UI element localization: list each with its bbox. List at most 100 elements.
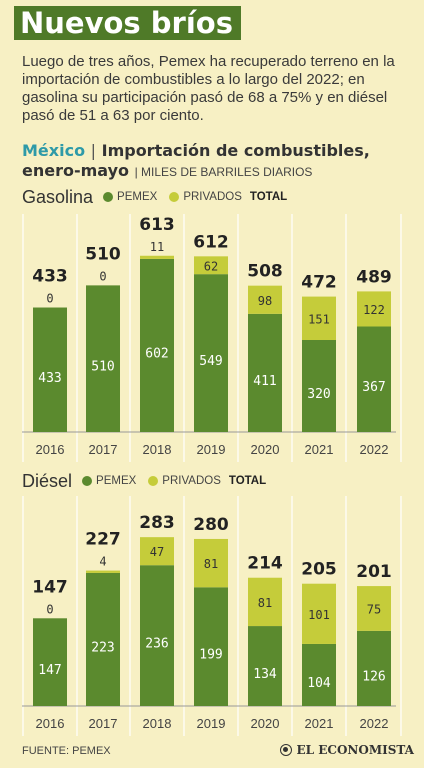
label-privados: 98 xyxy=(258,294,272,308)
bar-privados xyxy=(357,586,391,631)
bar-privados xyxy=(86,570,120,573)
tick-label-year: 2019 xyxy=(197,716,226,731)
bar-privados xyxy=(140,255,174,259)
chart-subtitle: México | Importación de combustibles, xyxy=(22,141,370,161)
bar-pemex xyxy=(357,630,391,706)
tick-label-year: 2020 xyxy=(251,716,280,731)
label-total: 472 xyxy=(301,273,337,293)
label-total: 205 xyxy=(301,560,337,580)
bar-privados xyxy=(248,285,282,314)
pemex-swatch xyxy=(103,192,114,202)
label-total: 508 xyxy=(247,262,283,282)
subtitle-separator: | xyxy=(90,141,97,160)
label-pemex: 549 xyxy=(199,354,222,369)
tick-label-year: 2017 xyxy=(89,716,118,731)
label-total: 283 xyxy=(139,513,175,533)
tick-label-year: 2019 xyxy=(197,442,226,457)
bar-pemex xyxy=(302,643,336,706)
bar-pemex xyxy=(86,285,120,432)
chart-subtitle-line2: enero-mayo | MILES DE BARRILES DIARIOS xyxy=(22,161,312,182)
intro-text: Luego de tres años, Pemex ha recuperado … xyxy=(22,53,395,124)
label-pemex: 147 xyxy=(38,663,61,678)
label-total: 612 xyxy=(193,232,229,252)
page-title: Nuevos bríos xyxy=(14,6,241,40)
label-privados: 0 xyxy=(46,292,53,306)
bar-pemex xyxy=(194,274,228,432)
label-privados: 62 xyxy=(204,259,218,273)
label-total: 201 xyxy=(356,562,392,582)
label-privados: 0 xyxy=(46,602,53,616)
bar-pemex xyxy=(140,565,174,706)
label-total: 214 xyxy=(247,554,283,574)
label-pemex: 236 xyxy=(145,637,168,652)
bar-privados xyxy=(194,256,228,275)
legend-privados: PRIVADOS xyxy=(183,191,242,203)
bar-pemex xyxy=(357,326,391,432)
label-total: 147 xyxy=(32,577,68,597)
legend-privados: PRIVADOS xyxy=(162,475,221,487)
label-privados: 11 xyxy=(150,240,164,254)
tick-label-year: 2018 xyxy=(143,716,172,731)
privados-swatch xyxy=(169,192,180,202)
bar-pemex xyxy=(302,340,336,432)
bar-pemex xyxy=(140,258,174,432)
gasolina-chart: 433 0 433 2016 510 0 510 2017 602 11 613 2018 549 62 6… xyxy=(22,214,402,462)
subtitle-line2: enero-mayo xyxy=(22,161,130,180)
chart-name-gasolina: Gasolina xyxy=(22,186,94,207)
label-privados: 81 xyxy=(204,557,218,571)
label-privados: 101 xyxy=(308,608,330,622)
bar-pemex xyxy=(33,618,67,706)
diesel-chart: 147 0 147 2016 223 4 227 2017 236 47 283 2018 199 81 2… xyxy=(22,496,402,736)
bar-privados xyxy=(357,291,391,327)
legend-diesel: Diésel PEMEX PRIVADOS TOTAL xyxy=(22,470,266,492)
label-privados: 81 xyxy=(258,596,272,610)
brand-icon xyxy=(279,744,292,756)
label-pemex: 367 xyxy=(362,380,385,395)
label-privados: 4 xyxy=(99,555,106,569)
label-pemex: 199 xyxy=(199,648,222,663)
label-total: 489 xyxy=(356,267,392,287)
tick-label-year: 2016 xyxy=(36,716,65,731)
label-privados: 122 xyxy=(363,303,385,317)
tick-label-year: 2018 xyxy=(143,442,172,457)
bar-pemex xyxy=(248,313,282,432)
label-pemex: 126 xyxy=(362,669,385,684)
label-privados: 0 xyxy=(99,269,106,283)
label-privados: 151 xyxy=(308,312,330,326)
chart-name-diesel: Diésel xyxy=(22,470,73,491)
label-total: 433 xyxy=(32,267,68,287)
bar-privados xyxy=(194,538,228,588)
tick-label-year: 2021 xyxy=(305,716,334,731)
bar-pemex xyxy=(194,587,228,706)
bar-pemex xyxy=(33,307,67,432)
legend-pemex: PEMEX xyxy=(117,191,158,203)
tick-label-year: 2021 xyxy=(305,442,334,457)
brand-name: EL ECONOMISTA xyxy=(296,743,414,757)
bar-privados xyxy=(302,296,336,340)
label-privados: 47 xyxy=(150,545,164,559)
legend-gasolina: Gasolina PEMEX PRIVADOS TOTAL xyxy=(22,186,287,208)
brand-logo: EL ECONOMISTA xyxy=(279,743,414,757)
pemex-swatch xyxy=(82,476,93,486)
label-pemex: 134 xyxy=(253,667,277,682)
source-note: FUENTE: PEMEX xyxy=(22,745,111,757)
label-pemex: 510 xyxy=(91,360,114,375)
legend-pemex: PEMEX xyxy=(96,475,137,487)
bar-privados xyxy=(302,583,336,644)
label-pemex: 411 xyxy=(253,374,276,389)
legend-total: TOTAL xyxy=(228,475,267,487)
label-pemex: 602 xyxy=(145,346,168,361)
label-total: 613 xyxy=(139,215,175,235)
label-total: 280 xyxy=(193,515,229,535)
subtitle-place: México xyxy=(22,141,86,160)
tick-label-year: 2017 xyxy=(89,442,118,457)
label-privados: 75 xyxy=(367,602,381,616)
tick-label-year: 2020 xyxy=(251,442,280,457)
label-pemex: 223 xyxy=(91,640,114,655)
label-pemex: 320 xyxy=(307,387,330,402)
label-total: 510 xyxy=(85,244,121,264)
units-label: | MILES DE BARRILES DIARIOS xyxy=(134,165,313,179)
legend-total: TOTAL xyxy=(249,191,288,203)
label-pemex: 433 xyxy=(38,371,61,386)
